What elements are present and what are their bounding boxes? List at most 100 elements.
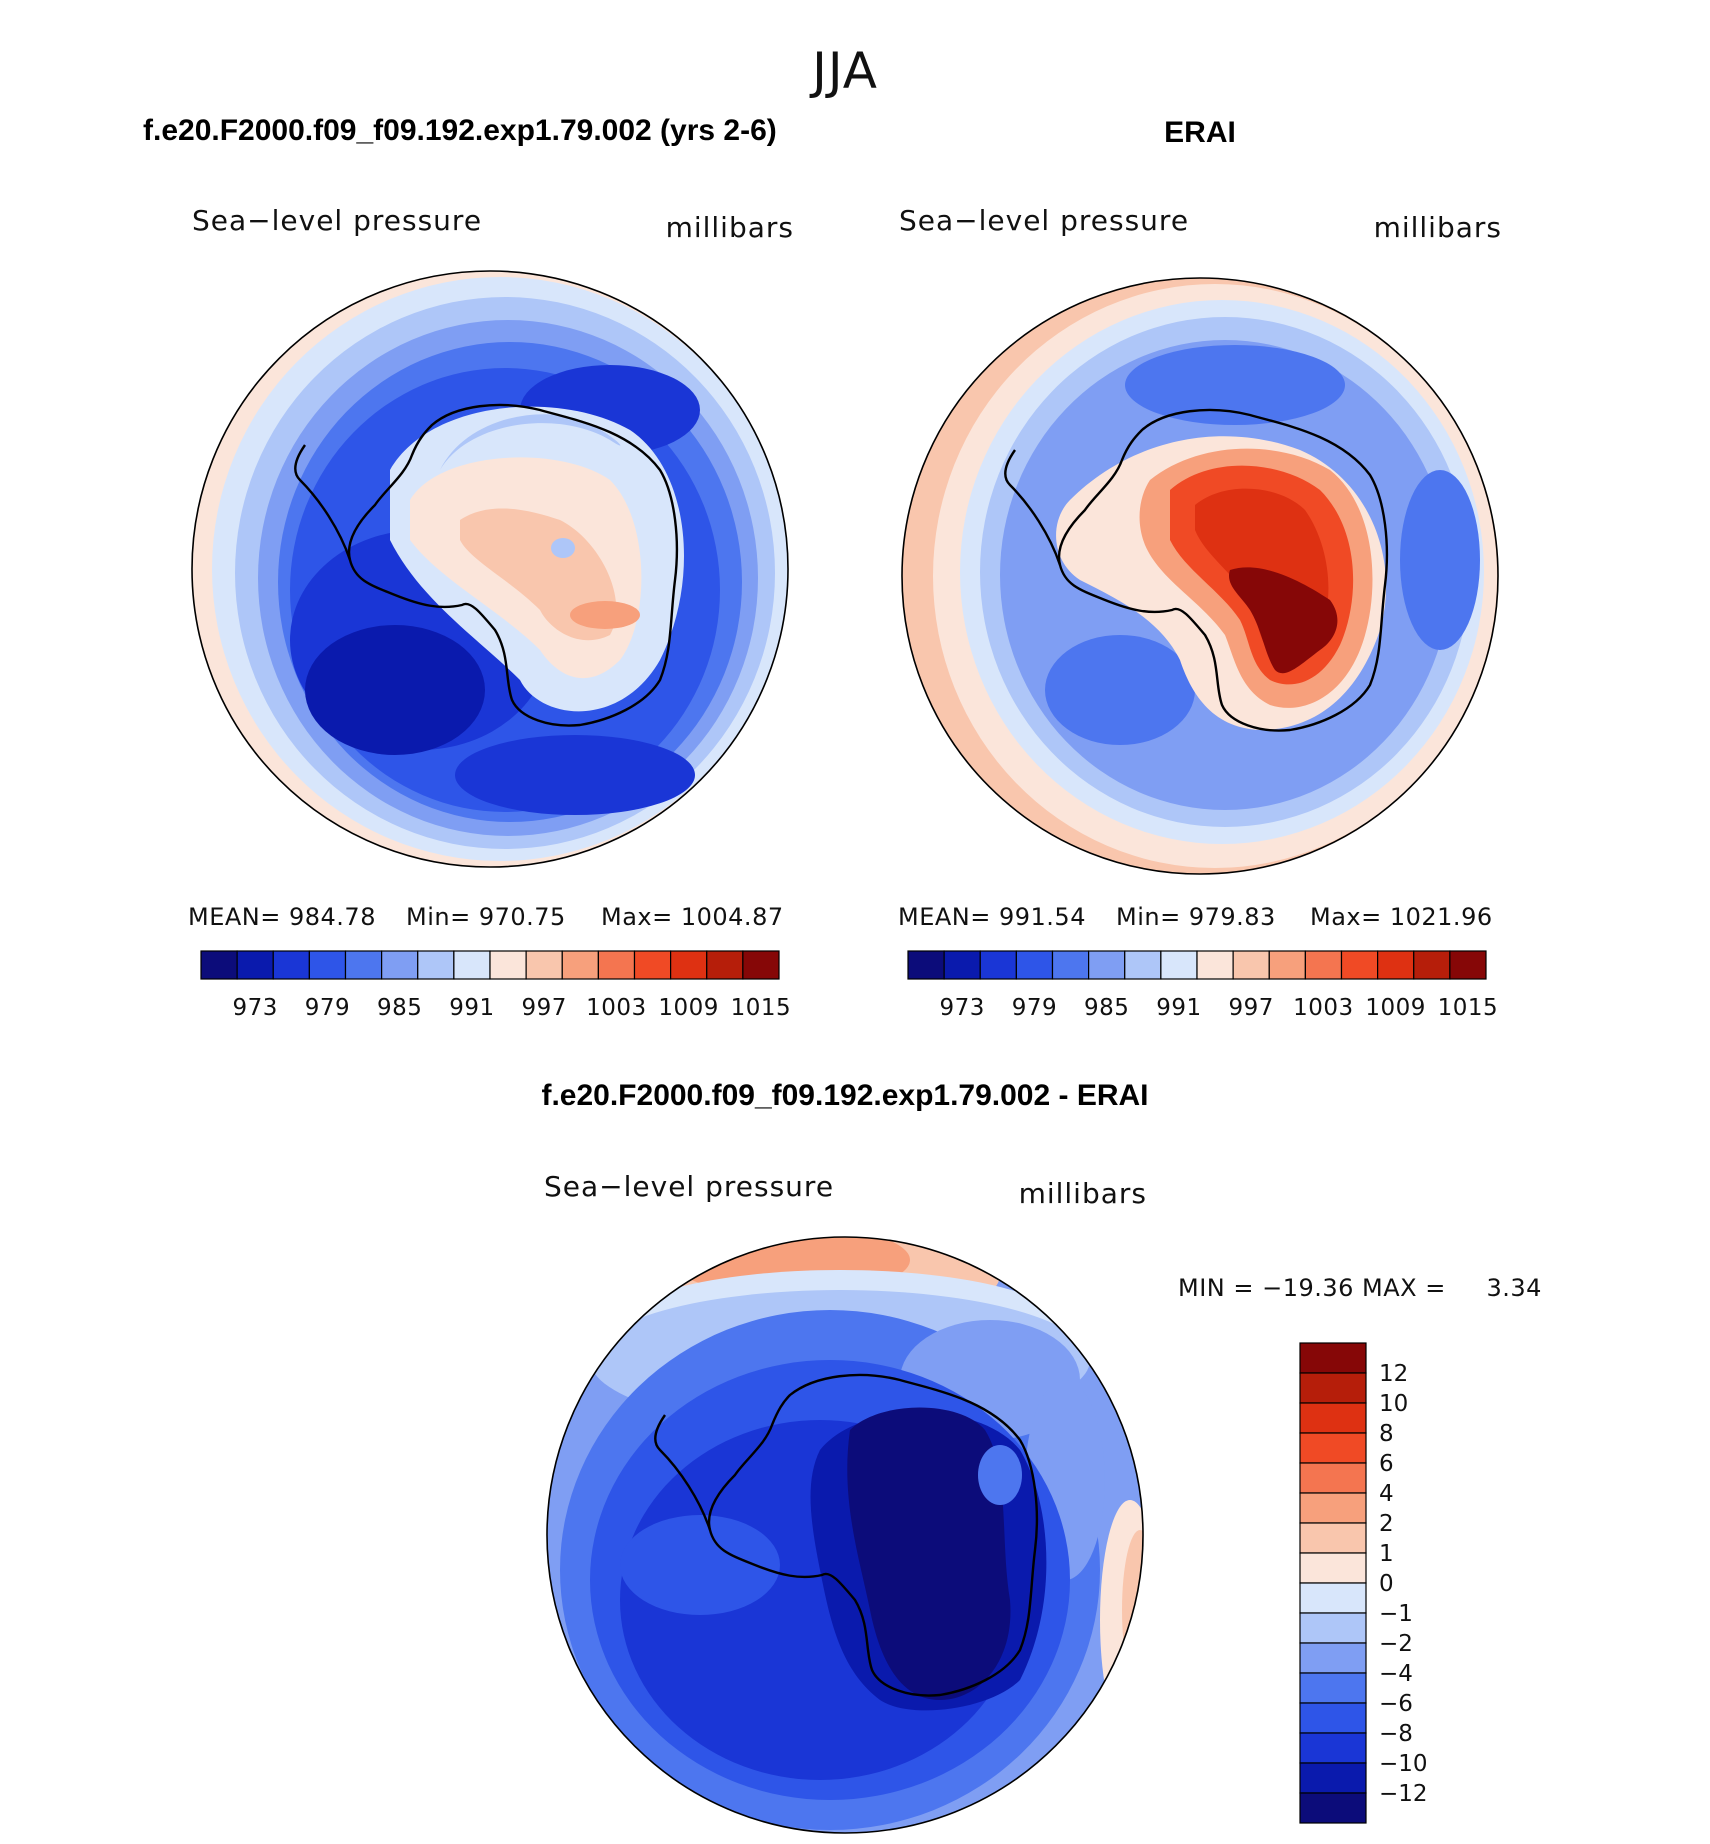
colorbar-swatch-15 — [1449, 950, 1487, 980]
panel-model: f.e20.F2000.f09_f09.192.exp1.79.002 (yrs… — [143, 114, 793, 1021]
colorbar-swatch-2 — [979, 950, 1017, 980]
colorbar-tick-label: 1003 — [586, 995, 647, 1021]
colorbar-swatch-3 — [1299, 1432, 1367, 1464]
colorbar-swatch-4 — [1299, 1462, 1367, 1494]
colorbar-tick-label: 4 — [1379, 1481, 1394, 1507]
colorbar-swatch-9 — [1299, 1612, 1367, 1644]
panel-erai-title: ERAI — [1164, 116, 1236, 149]
panel-difference: f.e20.F2000.f09_f09.192.exp1.79.002 - ER… — [541, 1079, 1542, 1834]
colorbar-tick-label: 1003 — [1293, 995, 1354, 1021]
colorbar-tick-label: 979 — [305, 995, 350, 1021]
colorbar-swatch-11 — [1299, 1672, 1367, 1704]
colorbar-tick-label: 979 — [1012, 995, 1057, 1021]
colorbar-tick-label: 1015 — [1438, 995, 1499, 1021]
colorbar-swatch-6 — [1124, 950, 1162, 980]
colorbar-swatch-10 — [561, 950, 599, 980]
colorbar-tick-label: −6 — [1379, 1691, 1413, 1717]
colorbar-swatch-14 — [706, 950, 744, 980]
panel-model-antarctica-coastline — [347, 403, 679, 727]
colorbar-tick-label: 1009 — [658, 995, 719, 1021]
panel-erai-map-boundary — [901, 277, 1499, 875]
panel-difference-variable-label: Sea−level pressure — [544, 1170, 834, 1203]
colorbar-tick-label: 991 — [449, 995, 494, 1021]
colorbar-tick-label: −8 — [1379, 1721, 1413, 1747]
colorbar-swatch-7 — [1160, 950, 1198, 980]
panel-difference-map-boundary — [546, 1236, 1144, 1834]
colorbar-swatch-11 — [597, 950, 636, 980]
panel-model-map-boundary — [191, 270, 789, 868]
colorbar-swatch-0 — [907, 950, 945, 980]
colorbar-swatch-12 — [1299, 1702, 1367, 1734]
colorbar-swatch-15 — [1299, 1792, 1367, 1824]
panel-model-max: Max= 1004.87 — [601, 903, 784, 931]
colorbar-swatch-6 — [1299, 1522, 1367, 1554]
colorbar-swatch-5 — [1088, 950, 1126, 980]
panel-difference-minmax: MIN = −19.36 MAX = 3.34 — [1178, 1274, 1542, 1302]
colorbar-swatch-8 — [1299, 1582, 1367, 1614]
panel-erai-mean: MEAN= 991.54 — [898, 903, 1086, 931]
panel-difference-map — [547, 1237, 1143, 1833]
colorbar-tick-label: 12 — [1379, 1361, 1408, 1387]
colorbar-tick-label: 1009 — [1365, 995, 1426, 1021]
panel-erai-antarctica-coastline — [1057, 408, 1389, 732]
colorbar-swatch-10 — [1299, 1642, 1367, 1674]
panel-erai-colorbar: 973 979 985 991 997 1003 1009 1015 — [907, 950, 1499, 1021]
panel-difference-units-label: millibars — [1019, 1177, 1147, 1210]
colorbar-tick-label: 1 — [1379, 1541, 1394, 1567]
panel-model-mean: MEAN= 984.78 — [188, 903, 376, 931]
colorbar-swatch-13 — [670, 950, 708, 980]
colorbar-swatch-8 — [1196, 950, 1234, 980]
colorbar-swatch-14 — [1413, 950, 1451, 980]
colorbar-swatch-5 — [381, 950, 419, 980]
colorbar-swatch-7 — [453, 950, 491, 980]
colorbar-tick-label: 973 — [232, 995, 277, 1021]
colorbar-swatch-10 — [1268, 950, 1306, 980]
panel-model-min: Min= 970.75 — [406, 903, 566, 931]
colorbar-swatch-11 — [1304, 950, 1343, 980]
colorbar-swatch-0 — [1299, 1342, 1367, 1374]
colorbar-tick-label: 0 — [1379, 1571, 1394, 1597]
colorbar-swatch-9 — [525, 950, 563, 980]
colorbar-swatch-14 — [1299, 1762, 1367, 1794]
panel-erai-min: Min= 979.83 — [1116, 903, 1276, 931]
colorbar-swatch-0 — [200, 950, 238, 980]
colorbar-swatch-2 — [1299, 1402, 1367, 1434]
colorbar-tick-label: 1015 — [731, 995, 792, 1021]
panel-erai-max: Max= 1021.96 — [1310, 903, 1493, 931]
colorbar-tick-label: −2 — [1379, 1631, 1413, 1657]
colorbar-tick-label: 991 — [1156, 995, 1201, 1021]
colorbar-swatch-8 — [489, 950, 527, 980]
panel-erai-variable-label: Sea−level pressure — [899, 204, 1189, 237]
colorbar-swatch-2 — [272, 950, 310, 980]
colorbar-tick-label: 985 — [377, 995, 422, 1021]
colorbar-tick-label: −4 — [1379, 1661, 1413, 1687]
colorbar-tick-label: 6 — [1379, 1451, 1394, 1477]
colorbar-swatch-12 — [633, 950, 672, 980]
colorbar-tick-label: −1 — [1379, 1601, 1413, 1627]
colorbar-swatch-3 — [308, 950, 347, 980]
panel-model-title: f.e20.F2000.f09_f09.192.exp1.79.002 (yrs… — [143, 114, 777, 147]
colorbar-swatch-13 — [1377, 950, 1415, 980]
panel-erai-units-label: millibars — [1374, 211, 1502, 244]
colorbar-tick-label: 985 — [1084, 995, 1129, 1021]
colorbar-tick-label: −12 — [1379, 1781, 1428, 1807]
panel-difference-antarctica-coastline — [707, 1373, 1039, 1697]
colorbar-swatch-5 — [1299, 1492, 1367, 1524]
colorbar-swatch-3 — [1015, 950, 1054, 980]
colorbar-tick-label: 997 — [521, 995, 566, 1021]
colorbar-tick-label: 973 — [939, 995, 984, 1021]
colorbar-swatch-15 — [742, 950, 780, 980]
colorbar-swatch-4 — [1051, 950, 1090, 980]
figure-title: JJA — [809, 42, 878, 100]
colorbar-tick-label: 8 — [1379, 1421, 1394, 1447]
panel-model-colorbar: 973 979 985 991 997 1003 1009 1015 — [200, 950, 792, 1021]
colorbar-swatch-6 — [417, 950, 455, 980]
colorbar-tick-label: 10 — [1379, 1391, 1408, 1417]
colorbar-swatch-1 — [943, 950, 981, 980]
panel-difference-title: f.e20.F2000.f09_f09.192.exp1.79.002 - ER… — [541, 1079, 1148, 1112]
colorbar-tick-label: −10 — [1379, 1751, 1428, 1777]
panel-model-variable-label: Sea−level pressure — [192, 204, 482, 237]
panel-model-map — [192, 271, 788, 867]
